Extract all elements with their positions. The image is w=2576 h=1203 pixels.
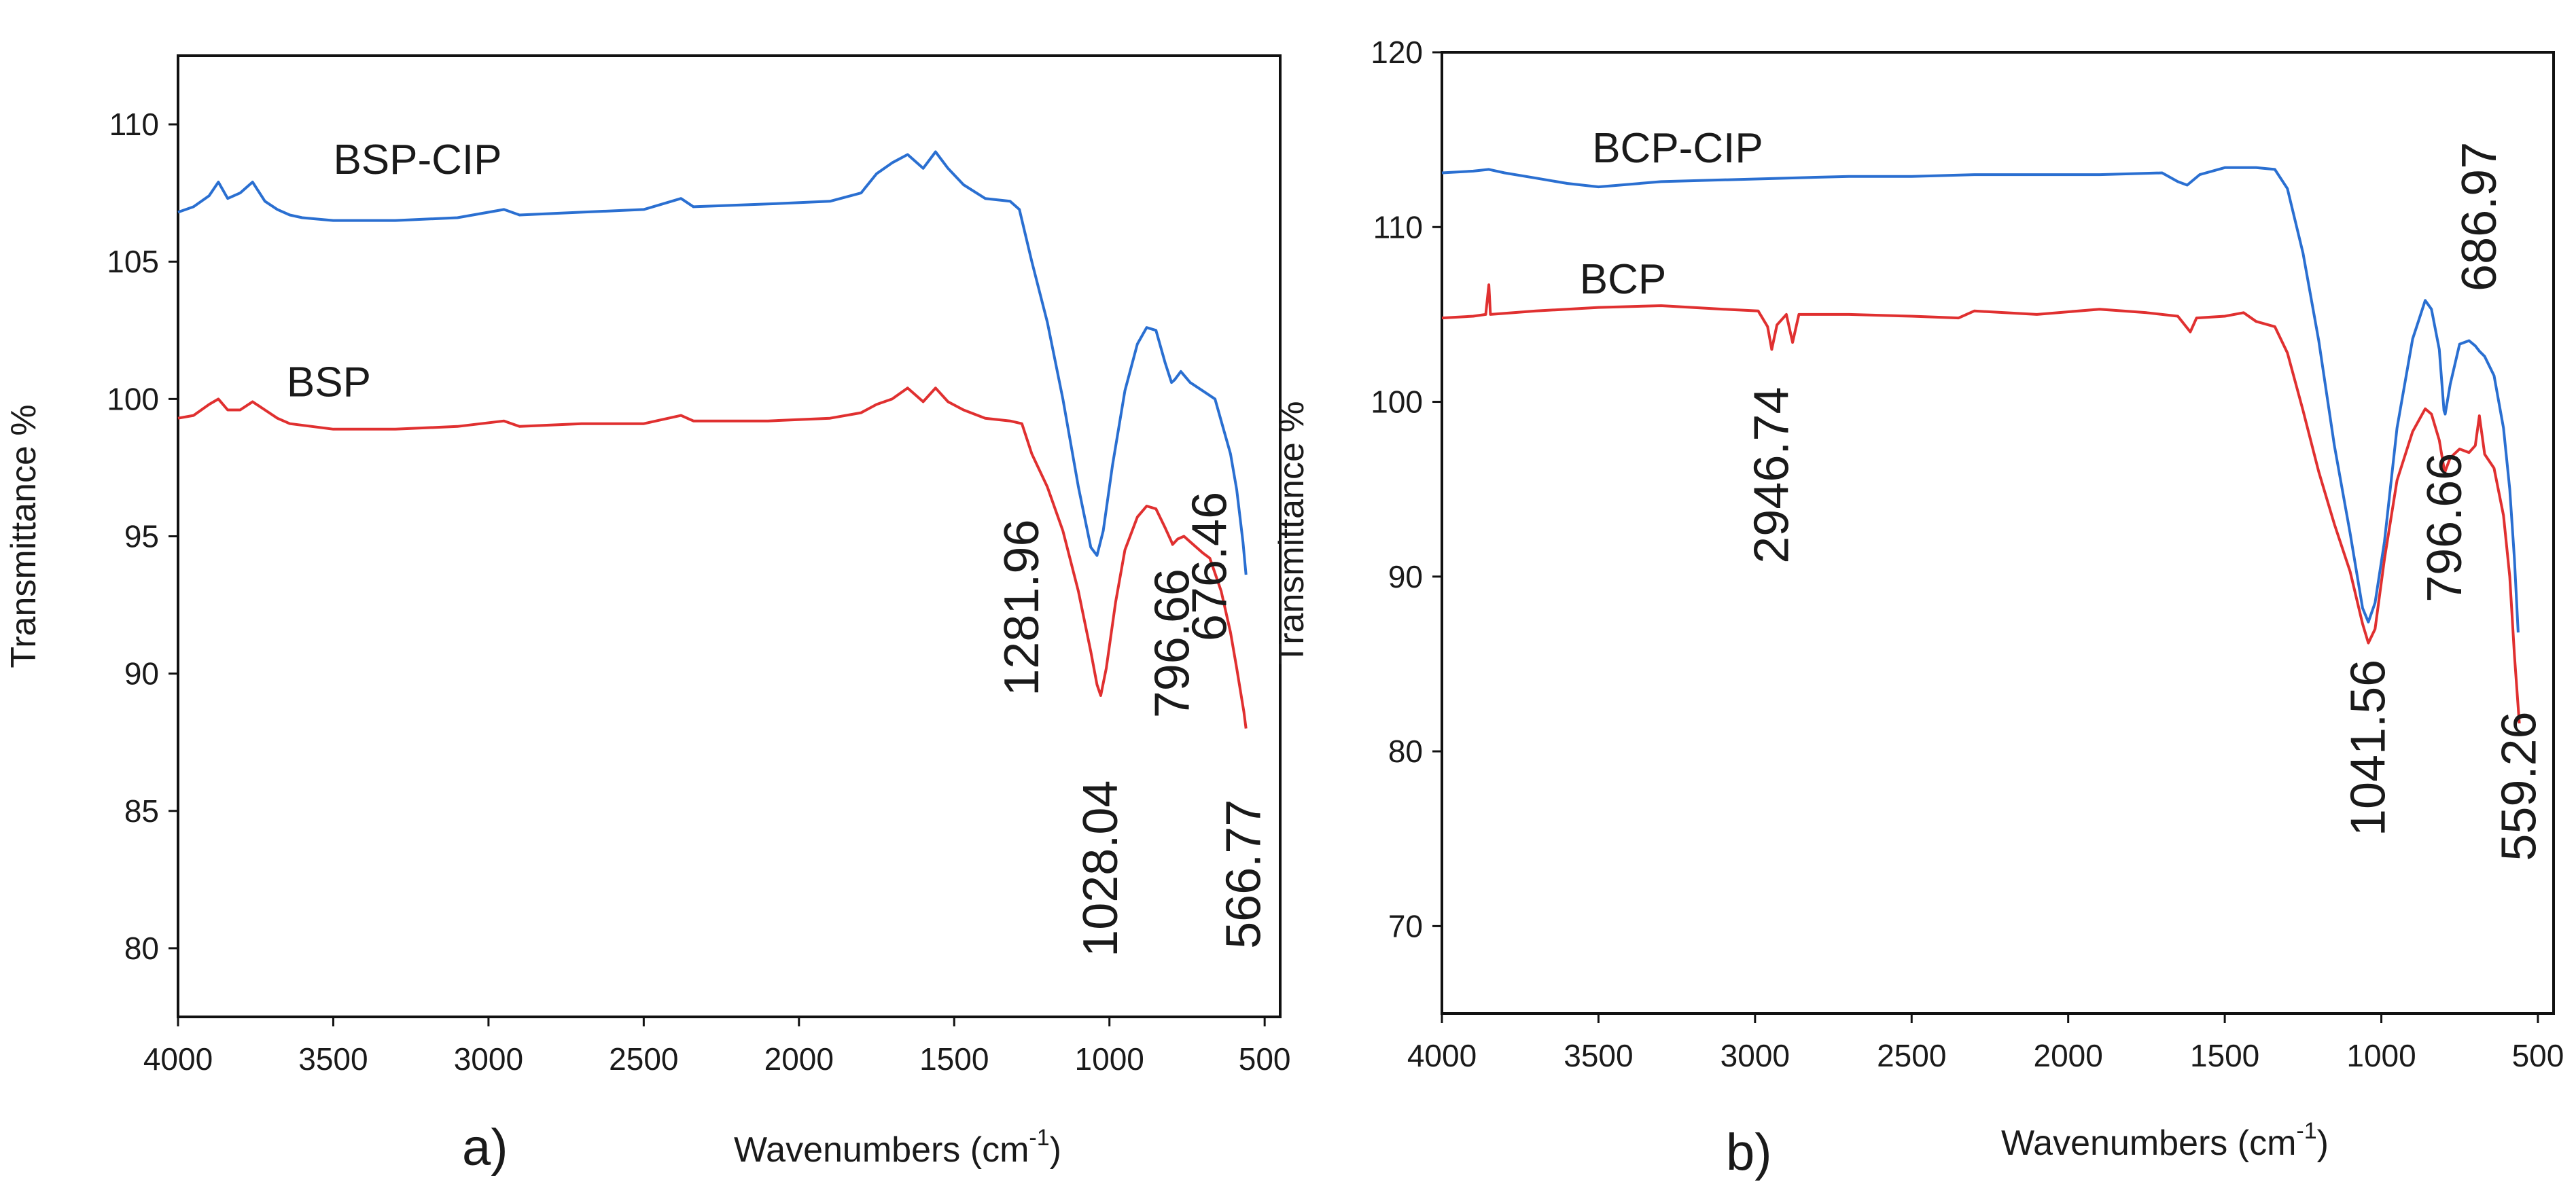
x-tick-label: 1000 [2346,1038,2416,1073]
x-axis-title-superscript: -1 [1029,1125,1049,1151]
series-line-bsp-cip [177,150,1248,575]
series-label: BCP [1580,256,1666,303]
x-tick-label: 1500 [2190,1038,2259,1073]
peak-label: 559.26 [2492,711,2547,861]
x-tick-label: 1000 [1075,1041,1144,1077]
y-axis-title: Transmittance % [4,404,43,668]
x-axis-title-main: Wavenumbers (cm [2001,1124,2296,1163]
x-tick-label: 1500 [919,1041,989,1077]
peak-label: 796.66 [1146,569,1200,718]
y-tick-label: 100 [107,381,159,416]
y-tick-label: 95 [124,519,159,554]
plot-frame [1441,51,2555,1015]
peak-label: 796.66 [2418,453,2472,603]
x-tick-label: 3000 [454,1041,523,1077]
x-tick-label: 3500 [298,1041,368,1077]
x-tick-label: 4000 [143,1041,213,1077]
series-line-bsp [177,387,1248,729]
x-axis-title: Wavenumbers (cm-1) [2001,1118,2329,1163]
y-tick-label: 80 [1388,734,1423,769]
panel-letter: a) [462,1119,508,1177]
y-tick-label: 90 [124,656,159,692]
x-axis-title-close: ) [1050,1130,1061,1170]
x-tick-label: 2500 [1877,1038,1946,1073]
peak-label: 676.46 [1183,492,1237,641]
x-tick-label: 3000 [1721,1038,1790,1073]
y-axis-title: Transmittance % [1272,401,1311,664]
x-axis-title-main: Wavenumbers (cm [734,1130,1029,1170]
peak-label: 566.77 [1217,800,1271,949]
y-tick-label: 70 [1388,908,1423,944]
peak-label: 1028.04 [1074,780,1128,957]
x-tick-label: 2500 [609,1041,678,1077]
peak-label: 1281.96 [995,519,1049,696]
y-tick-label: 105 [107,244,159,279]
series-label: BCP-CIP [1592,125,1763,172]
y-tick-label: 90 [1388,559,1423,594]
x-tick-label: 4000 [1407,1038,1477,1073]
x-axis-title: Wavenumbers (cm-1) [734,1125,1061,1170]
series-line-bcp [1441,283,2521,724]
y-tick-label: 80 [124,931,159,966]
x-axis-title-superscript: -1 [2296,1118,2316,1144]
series-label: BSP [287,359,371,406]
peak-label: 686.97 [2452,142,2507,291]
x-tick-label: 2000 [764,1041,834,1077]
y-tick-label: 100 [1371,384,1423,420]
peak-label: 2946.74 [1744,387,1799,563]
y-tick-label: 120 [1371,35,1423,70]
chart-b: 4000 3500 3000 2500 2000 1500 1000 500 70 80 90 100… [1272,35,2564,1181]
panel-letter: b) [1726,1124,1772,1181]
x-axis-title-close: ) [2317,1124,2329,1163]
y-tick-label: 85 [124,793,159,829]
x-tick-label: 500 [2512,1038,2564,1073]
peak-label: 1041.56 [2341,660,2395,836]
series-line-bcp-cip [1441,166,2520,633]
y-tick-label: 110 [1373,209,1423,245]
y-tick-label: 110 [109,107,159,142]
x-tick-label: 2000 [2034,1038,2103,1073]
chart-a: 4000 3500 3000 2500 2000 1500 1000 500 80 85 90 95 1… [4,54,1291,1177]
x-tick-label: 3500 [1564,1038,1633,1073]
series-label: BSP-CIP [333,137,501,183]
x-tick-label: 500 [1239,1041,1291,1077]
